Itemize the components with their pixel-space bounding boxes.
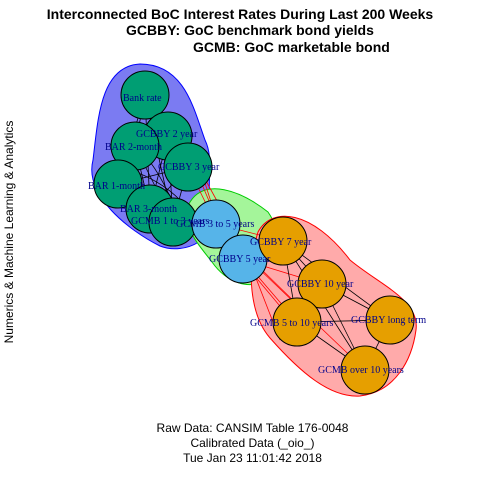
node-label-bank-rate: Bank rate — [123, 93, 162, 104]
node-label-gcbby-7: GCBBY 7 year — [250, 237, 312, 248]
chart-subtitle-gcmb: GCMB: GoC marketable bond — [193, 39, 390, 55]
node-label-gcmb-5-10: GCMB 5 to 10 years — [250, 318, 333, 329]
node-label-bar-3m: BAR 3-month — [120, 204, 177, 215]
chart-title: Interconnected BoC Interest Rates During… — [46, 6, 434, 22]
footer-source: Raw Data: CANSIM Table 176-0048 — [156, 421, 349, 435]
node-label-gcmb-3-5: GCMB 3 to 5 years — [176, 219, 254, 230]
labels-layer: Bank rate GCBBY 2 year BAR 2-month GCBBY 3 … — [88, 93, 426, 376]
node-gcmb-3-5 — [191, 199, 241, 249]
footer-calibration: Calibrated Data (_oio_) — [190, 436, 315, 450]
node-label-gcbby-5: GCBBY 5 year — [209, 254, 271, 265]
node-gcbby-3 — [163, 142, 213, 192]
node-label-bar-2m: BAR 2-month — [105, 142, 162, 153]
node-gcbby-7 — [258, 216, 308, 266]
node-gcbby-long — [365, 295, 415, 345]
chart-subtitle-gcbby: GCBBY: GoC benchmark bond yields — [126, 22, 374, 38]
nodes-layer — [93, 70, 415, 395]
node-label-gcmb-1-3: GCMB 1 to 3 years — [131, 216, 209, 227]
node-gcbby-10 — [297, 259, 347, 309]
node-gcmb-over10 — [340, 345, 390, 395]
node-gcmb-5-10 — [272, 297, 322, 347]
node-bank-rate — [120, 70, 170, 120]
footer-timestamp: Tue Jan 23 11:01:42 2018 — [183, 451, 322, 465]
node-label-gcbby-10: GCBBY 10 year — [287, 279, 354, 290]
node-label-gcbby-3: GCBBY 3 year — [158, 162, 220, 173]
node-label-gcbby-long: GCBBY long term — [351, 315, 426, 326]
node-label-bar-1m: BAR 1-month — [88, 181, 145, 192]
node-label-gcmb-over10: GCMB over 10 years — [318, 365, 404, 376]
node-label-gcbby-2: GCBBY 2 year — [136, 129, 198, 140]
